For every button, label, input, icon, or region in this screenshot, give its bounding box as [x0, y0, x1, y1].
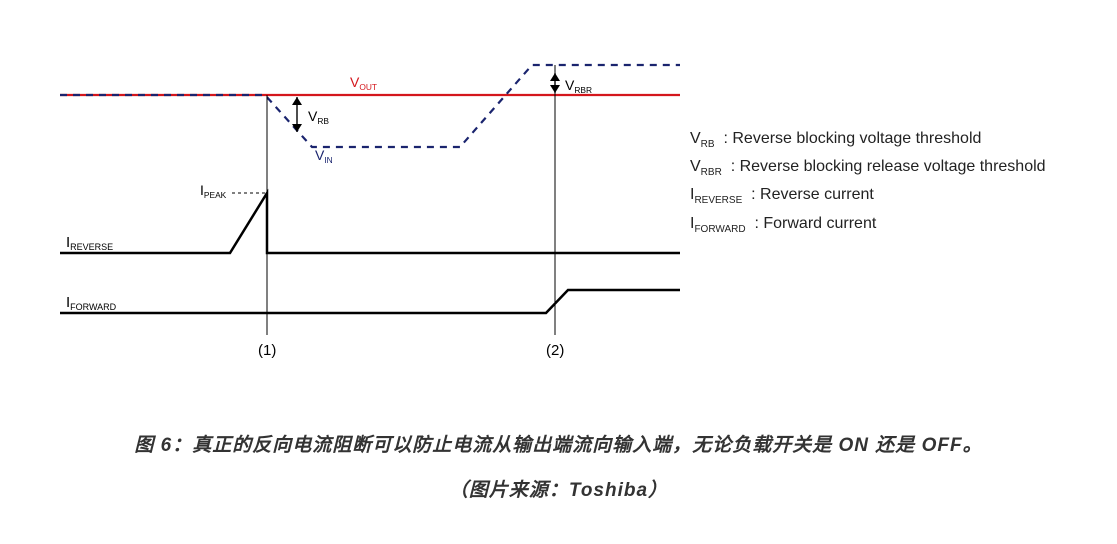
svg-text:VIN: VIN [315, 147, 333, 165]
legend-item-ireverse: IREVERSE : Reverse current [690, 186, 1090, 206]
legend-item-iforward: IFORWARD : Forward current [690, 215, 1090, 235]
legend-item-vrbr: VRBR : Reverse blocking release voltage … [690, 158, 1090, 178]
svg-text:VRBR: VRBR [565, 77, 592, 95]
waveform-diagram: VOUT VIN VRB VRBR IPEAK IREVERSE IFORWARD (1) (2… [60, 35, 680, 365]
figure-caption: 图 6：真正的反向电流阻断可以防止电流从输出端流向输入端，无论负载开关是 ON … [0, 430, 1117, 502]
svg-text:VOUT: VOUT [350, 74, 377, 92]
svg-text:VRB: VRB [308, 108, 329, 126]
svg-text:(2): (2) [546, 342, 564, 359]
svg-text:IREVERSE: IREVERSE [66, 234, 113, 252]
svg-text:IFORWARD: IFORWARD [66, 294, 117, 312]
legend: VRB : Reverse blocking voltage threshold… [690, 130, 1090, 243]
caption-source: （图片来源：Toshiba） [0, 475, 1117, 502]
legend-item-vrb: VRB : Reverse blocking voltage threshold [690, 130, 1090, 150]
svg-text:IPEAK: IPEAK [200, 182, 227, 200]
diagram-svg: VOUT VIN VRB VRBR IPEAK IREVERSE IFORWARD (1) (2… [60, 35, 680, 365]
caption-main: 图 6：真正的反向电流阻断可以防止电流从输出端流向输入端，无论负载开关是 ON … [0, 430, 1117, 457]
svg-text:(1): (1) [258, 342, 276, 359]
